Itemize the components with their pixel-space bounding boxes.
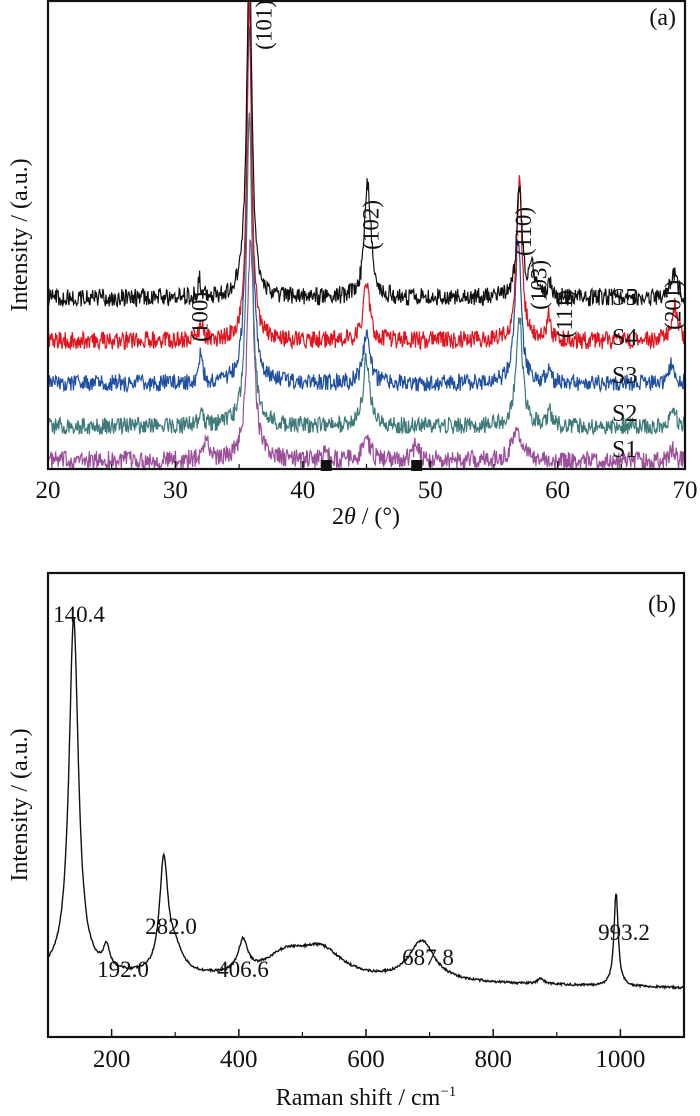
xrd-series-s3 bbox=[47, 26, 686, 394]
xrd-peak-label: (101) bbox=[251, 0, 276, 50]
raman-peak-label: 406.6 bbox=[217, 957, 269, 982]
xrd-peak-label: (110) bbox=[511, 207, 536, 256]
raman-series-group bbox=[47, 616, 685, 991]
sample-label-s3: S3 bbox=[612, 363, 637, 389]
xrd-y-axis-title: Intensity / (a.u.) bbox=[7, 158, 33, 311]
xrd-series-group bbox=[47, 0, 686, 472]
raman-spectrum-line bbox=[47, 616, 685, 991]
raman-x-ticks: 200 400 600 800 1000 bbox=[93, 1029, 645, 1073]
xrd-series-s5 bbox=[47, 0, 686, 308]
raman-peak-labels: 140.4 192.0 282.0 406.6 687.8 993.2 bbox=[53, 602, 650, 982]
raman-peak-label: 282.0 bbox=[145, 914, 197, 939]
xrd-x-axis-title: 2θ / (°) bbox=[332, 504, 400, 530]
panel-label-b: (b) bbox=[648, 592, 676, 618]
xrd-peak-label: (201) bbox=[660, 280, 685, 330]
raman-peak-label: 192.0 bbox=[97, 957, 149, 982]
xrd-x-tick-label: 70 bbox=[673, 477, 698, 504]
raman-y-axis-title: Intensity / (a.u.) bbox=[7, 728, 33, 881]
xrd-x-tick-label: 30 bbox=[163, 477, 188, 504]
raman-x-tick-label: 400 bbox=[220, 1046, 258, 1073]
sample-label-s4: S4 bbox=[612, 325, 637, 351]
xrd-x-tick-label: 60 bbox=[545, 477, 570, 504]
raman-peak-label: 140.4 bbox=[53, 602, 105, 627]
impurity-square-icon bbox=[320, 460, 332, 471]
sample-label-s1: S1 bbox=[612, 437, 637, 463]
xrd-peak-label: (102) bbox=[358, 200, 383, 250]
raman-x-axis-title: Raman shift / cm−1 bbox=[276, 1084, 457, 1111]
xrd-x-tick-label: 40 bbox=[290, 477, 315, 504]
raman-peak-label: 687.8 bbox=[402, 945, 454, 970]
sample-label-s5: S5 bbox=[612, 285, 637, 311]
xrd-series-s1 bbox=[47, 238, 686, 472]
raman-x-tick-label: 800 bbox=[474, 1046, 512, 1073]
xrd-impurity-markers bbox=[320, 460, 423, 471]
xrd-series-s4 bbox=[47, 1, 686, 351]
raman-x-tick-label: 600 bbox=[347, 1046, 385, 1073]
xrd-peak-label: (100) bbox=[188, 292, 213, 342]
raman-x-tick-label: 1000 bbox=[595, 1046, 645, 1073]
xrd-peak-label: (103) bbox=[526, 260, 551, 310]
xrd-x-ticks: 20 30 40 50 60 70 bbox=[36, 461, 698, 504]
xrd-panel: 20 30 40 50 60 70 (100) (101) (102) (110) (103)(1… bbox=[7, 0, 698, 530]
xrd-peak-labels: (100) (101) (102) (110) (103)(111) (201) bbox=[188, 0, 686, 342]
xrd-peak-label: (111) bbox=[552, 290, 577, 338]
xrd-x-tick-label: 20 bbox=[36, 477, 61, 504]
panel-label-a: (a) bbox=[649, 5, 676, 31]
sample-label-s2: S2 bbox=[612, 401, 637, 427]
xrd-x-tick-label: 50 bbox=[418, 477, 443, 504]
xrd-sample-labels: S1 S2 S3 S4 S5 bbox=[612, 285, 637, 463]
raman-peak-label: 993.2 bbox=[598, 920, 650, 945]
xrd-series-s2 bbox=[47, 112, 686, 436]
impurity-square-icon bbox=[411, 460, 423, 471]
raman-panel: 200 400 600 800 1000 140.4 192.0 282.0 406.6 687… bbox=[7, 571, 686, 1111]
raman-x-tick-label: 200 bbox=[93, 1046, 131, 1073]
